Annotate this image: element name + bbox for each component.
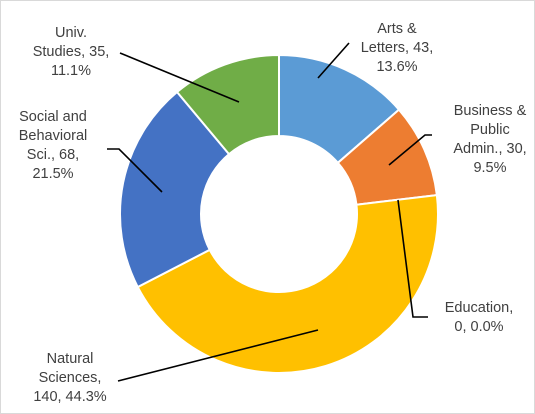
data-label-line: 140, 44.3% — [33, 389, 106, 405]
data-label-line: Public — [470, 122, 510, 138]
slice-univ-studies — [175, 53, 280, 156]
data-label-line: Letters, 43, — [361, 40, 434, 56]
data-label-line: Studies, 35, — [33, 44, 110, 60]
data-label-line: Education, — [445, 300, 514, 316]
slice-natural-sciences — [136, 193, 439, 374]
data-label-line: Natural — [47, 351, 94, 367]
data-label-arts-letters: Arts & Letters, 43, 13.6% — [361, 21, 434, 75]
leader-line-arts-letters — [317, 42, 350, 79]
donut-slices — [119, 53, 439, 374]
data-label-univ-studies: Univ. Studies, 35, 11.1% — [33, 25, 110, 79]
data-label-line: Business & — [454, 103, 527, 119]
leader-line-social-behavioral — [107, 148, 163, 193]
data-label-line: Admin., 30, — [453, 141, 526, 157]
leader-line-univ-studies — [119, 52, 240, 103]
data-label-business-public-admin: Business & Public Admin., 30, 9.5% — [453, 103, 526, 176]
data-label-line: Sci., 68, — [27, 147, 79, 163]
data-label-line: Univ. — [55, 25, 87, 41]
data-label-line: Social and — [19, 109, 87, 125]
data-label-line: Arts & — [377, 21, 417, 37]
data-label-line: Sciences, — [39, 370, 102, 386]
data-label-line: 21.5% — [32, 166, 73, 182]
leader-lines — [107, 42, 432, 382]
slice-social-behavioral — [119, 90, 231, 289]
data-label-natural-sciences: Natural Sciences, 140, 44.3% — [33, 351, 106, 405]
data-label-education: Education, 0, 0.0% — [445, 300, 514, 335]
leader-line-natural-sciences — [117, 329, 319, 382]
data-label-line: 11.1% — [51, 63, 91, 79]
data-label-line: Behavioral — [19, 128, 88, 144]
leader-line-education — [397, 199, 428, 318]
data-labels: Arts & Letters, 43, 13.6% Business & Public A… — [19, 21, 527, 405]
data-label-line: 9.5% — [473, 160, 506, 176]
data-label-social-behavioral: Social and Behavioral Sci., 68, 21.5% — [19, 109, 88, 182]
leader-line-business-public-admin — [388, 134, 432, 166]
data-label-line: 0, 0.0% — [454, 319, 503, 335]
data-label-line: 13.6% — [376, 59, 417, 75]
